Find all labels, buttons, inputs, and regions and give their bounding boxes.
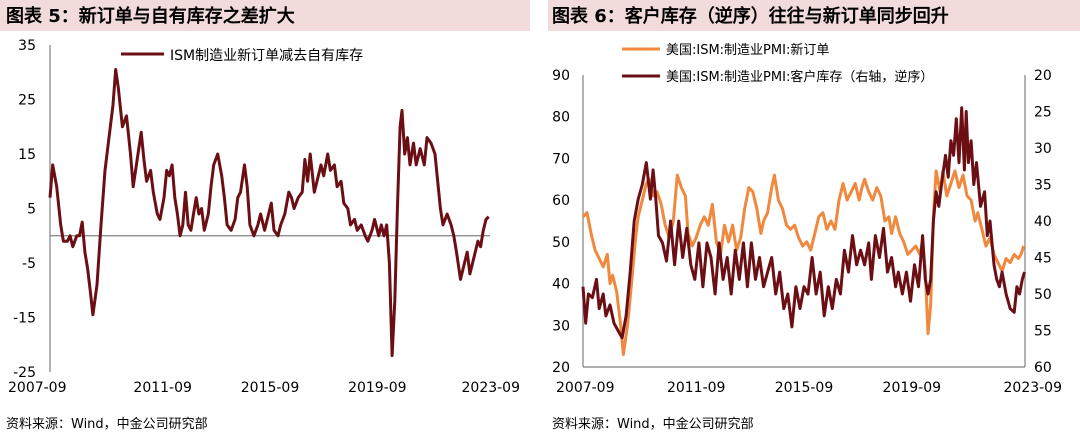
right-y-tick-label: 50 [1034,287,1052,303]
y-tick-label: 15 [18,147,36,163]
right-title-bar [548,0,1080,31]
y-tick-label: -15 [13,311,36,327]
left-legend: ISM制造业新订单减去自有库存 [121,48,363,64]
x-tick-label: 2007-09 [8,380,67,396]
right-y-tick-label: 55 [1034,324,1052,340]
x-tick-label: 2011-09 [133,380,192,396]
left-y-tick-label: 20 [552,360,570,376]
right-chart-title: 图表 6：客户库存（逆序）往往与新订单同步回升 [552,5,949,27]
right-y-tick-label: 40 [1034,214,1052,230]
left-y-tick-label: 70 [552,151,570,167]
right-legend: 美国:ISM:制造业PMI:新订单 美国:ISM:制造业PMI:客户库存（右轴，… [622,42,933,85]
left-title-bar [0,0,530,31]
right-source-note: 资料来源：Wind，中金公司研究部 [552,416,754,432]
x-tick-label: 2019-09 [883,380,942,396]
x-tick-label: 2023-09 [1004,380,1063,396]
left-chart: 35 25 15 5 -5 -15 -25 2007-09 2011-09 2015-09 201… [8,38,520,396]
right-y-tick-label: 25 [1034,105,1052,121]
left-y-tick-label: 90 [552,68,570,84]
y-tick-label: -25 [13,365,36,381]
x-tick-label: 2015-09 [241,380,300,396]
right-chart: 90 80 70 60 50 40 30 20 20 25 30 35 40 45 50 55 60 2007… [552,42,1062,396]
left-y-tick-label: 40 [552,277,570,293]
y-tick-label: 25 [18,93,36,109]
left-y-tick-label: 50 [552,235,570,251]
left-y-tick-label: 30 [552,318,570,334]
x-tick-label: 2019-09 [348,380,407,396]
legend-label: ISM制造业新订单减去自有库存 [170,48,363,64]
x-tick-label: 2007-09 [556,380,615,396]
legend-label-new-orders: 美国:ISM:制造业PMI:新订单 [666,42,829,58]
left-y-tick-label: 80 [552,110,570,126]
y-tick-label: -5 [22,256,36,272]
left-y-tick-label: 60 [552,193,570,209]
right-y-tick-label: 35 [1034,178,1052,194]
series-line-new-orders-minus-inventory [48,68,490,358]
series-line-customer-inventory [581,106,1026,340]
y-tick-label: 35 [18,38,36,54]
x-tick-label: 2011-09 [667,380,726,396]
right-y-tick-label: 45 [1034,251,1052,267]
legend-label-customer-inventory: 美国:ISM:制造业PMI:客户库存（右轴，逆序） [666,69,933,85]
y-tick-label: 5 [27,202,36,218]
right-y-tick-label: 60 [1034,360,1052,376]
left-chart-title: 图表 5：新订单与自有库存之差扩大 [6,5,295,27]
x-tick-label: 2023-09 [462,380,521,396]
left-source-note: 资料来源：Wind，中金公司研究部 [6,416,208,432]
x-tick-label: 2015-09 [775,380,834,396]
right-y-tick-label: 20 [1034,68,1052,84]
right-y-tick-label: 30 [1034,141,1052,157]
